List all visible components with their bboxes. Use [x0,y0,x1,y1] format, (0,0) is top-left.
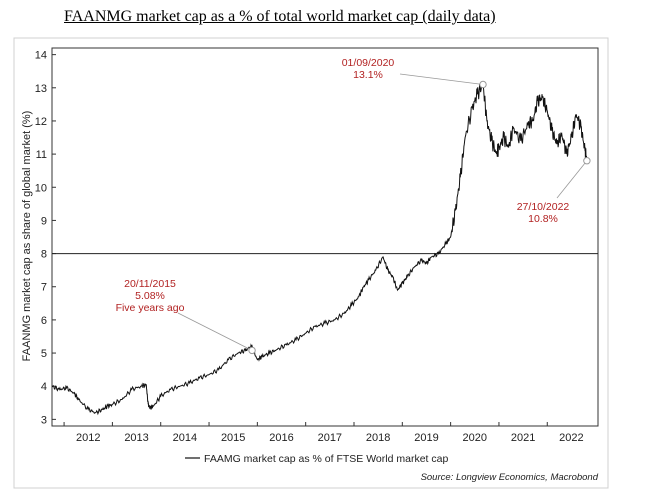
chart-title: FAANMG market cap as a % of total world … [64,8,496,25]
annotation-marker [248,346,256,355]
y-tick-label: 10 [35,182,47,194]
y-tick-label: 9 [41,215,47,227]
annotation-label: 20/11/2015 [124,278,176,290]
y-tick-label: 3 [41,414,47,426]
annotation-label: 5.08% [135,290,165,302]
y-tick-label: 13 [35,83,47,95]
x-tick-label: 2016 [269,432,293,444]
series-group [51,83,588,416]
annotation-label: 10.8% [528,213,558,225]
y-tick-label: 11 [36,149,47,161]
outer-frame [13,37,609,489]
x-tick-label: 2022 [559,432,583,444]
annotation-label: 13.1% [353,69,383,81]
y-axis-label: FAANMG market cap as share of global mar… [21,111,33,362]
x-tick-label: 2018 [366,432,390,444]
annotation-marker [479,80,487,89]
annotation-marker [583,157,591,165]
plot-area [51,47,599,427]
x-tick-label: 2013 [124,432,148,444]
annotation-leader [177,312,253,351]
x-tick-label: 2020 [463,432,487,444]
legend-label: FAAMG market cap as % of FTSE World mark… [204,453,448,465]
y-tick-label: 6 [41,315,47,327]
x-tick-label: 2014 [173,432,197,444]
annotation-leader [399,73,484,85]
x-tick-label: 2017 [318,432,342,444]
source-note: Source: Longview Economics, Macrobond [421,472,599,483]
y-tick-label: 12 [35,116,47,128]
x-tick-label: 2012 [76,432,100,444]
annotation-label: 27/10/2022 [517,201,570,213]
annotation-label: 01/09/2020 [342,57,395,69]
y-ticks: 3 4 5 6 7 8 9 10 11 12 13 14 [35,50,56,426]
x-ticks: 2012 2013 2014 2015 2016 2017 2018 2019 2020 2021… [63,422,584,444]
series-line [51,83,588,416]
y-tick-label: 8 [41,249,47,261]
y-tick-label: 5 [41,348,47,360]
x-tick-label: 2015 [221,432,245,444]
x-tick-label: 2019 [414,432,438,444]
y-tick-label: 4 [41,381,47,393]
y-tick-label: 7 [41,282,47,294]
y-tick-label: 14 [35,50,47,62]
annotation-label: Five years ago [116,302,185,314]
x-tick-label: 2021 [511,432,535,444]
annotation-leader [556,160,588,199]
